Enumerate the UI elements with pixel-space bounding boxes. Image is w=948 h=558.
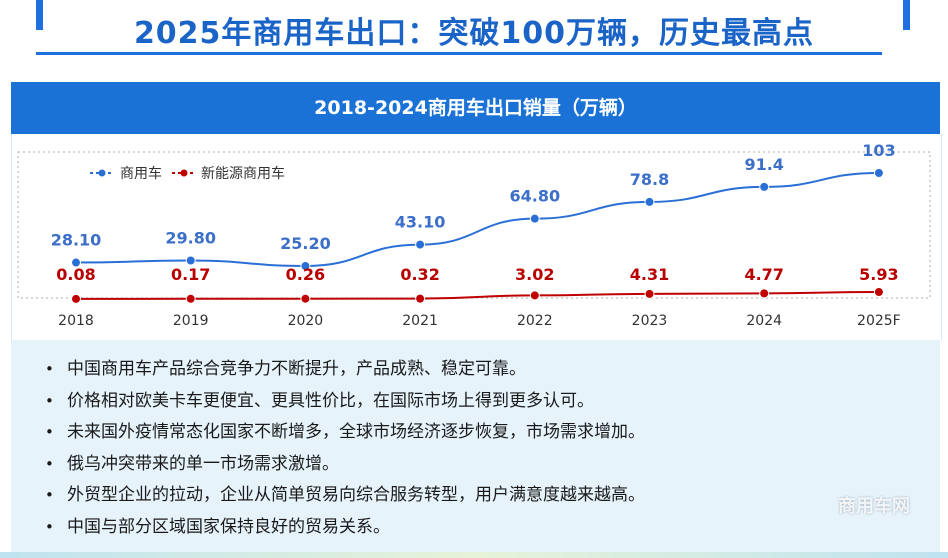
data-point	[644, 196, 655, 207]
watermark-logo: 商用车网	[838, 496, 910, 517]
data-point	[71, 257, 81, 268]
plot-frame	[17, 151, 931, 299]
data-point	[415, 293, 426, 304]
series-line-0	[75, 172, 879, 268]
chart-svg: 2018 2019 2020 2021 2022 2023 2024 2025F 28.10 29…	[17, 141, 931, 329]
bullet-item: 中国商用车产品综合竞争力不断提升，产品成熟、稳定可靠。	[45, 354, 940, 386]
x-tick-label: 2023	[632, 313, 668, 329]
x-tick-label: 2025F	[857, 313, 901, 329]
data-point	[415, 239, 426, 250]
data-label: 4.31	[630, 265, 669, 284]
data-label: 91.4	[744, 155, 783, 174]
bullet-item: 中国与部分区域国家保持良好的贸易关系。	[45, 512, 940, 544]
data-label: 78.8	[630, 170, 669, 189]
bullet-item: 未来国外疫情常态化国家不断增多，全球市场经济逐步恢复，市场需求增加。	[45, 417, 940, 449]
data-label: 0.32	[400, 265, 439, 284]
data-point	[644, 288, 655, 299]
data-point	[71, 293, 81, 304]
page-title: 2025年商用车出口：突破100万辆，历史最高点	[133, 16, 815, 51]
bottom-decoration	[0, 552, 948, 558]
bullet-list-panel: 中国商用车产品综合竞争力不断提升，产品成熟、稳定可靠。价格相对欧美卡车更便宜、更…	[11, 340, 940, 552]
legend-label-1: 商用车	[120, 165, 162, 182]
data-point	[300, 293, 311, 304]
series-line-1	[75, 291, 879, 300]
x-tick-label: 2024	[746, 313, 782, 329]
legend-label-2: 新能源商用车	[201, 165, 285, 182]
bullet-item: 价格相对欧美卡车更便宜、更具性价比，在国际市场上得到更多认可。	[45, 386, 940, 418]
x-tick-label: 2021	[402, 313, 438, 329]
data-label: 43.10	[395, 213, 446, 232]
data-label: 28.10	[51, 231, 102, 250]
title-divider	[36, 52, 882, 55]
data-point	[759, 181, 770, 192]
chart-title: 2018-2024商用车出口销量（万辆）	[11, 82, 940, 134]
data-point	[529, 290, 540, 301]
data-point	[300, 261, 311, 271]
data-point	[873, 287, 884, 297]
right-accent-bar	[903, 0, 910, 30]
bullet-item: 外贸型企业的拉动，企业从简单贸易向综合服务转型，用户满意度越来越高。	[45, 480, 940, 512]
data-label: 64.80	[509, 187, 560, 206]
left-accent-bar	[36, 0, 43, 30]
data-label: 25.20	[280, 234, 331, 253]
data-label: 0.08	[56, 265, 95, 284]
data-label: 103	[862, 141, 895, 160]
data-label: 29.80	[165, 229, 216, 248]
legend-marker-2	[180, 169, 188, 177]
x-tick-label: 2018	[58, 313, 94, 329]
data-label: 3.02	[515, 265, 554, 284]
line-chart: 2018 2019 2020 2021 2022 2023 2024 2025F 28.10 29…	[11, 134, 942, 340]
data-label: 4.77	[744, 265, 783, 284]
data-point	[185, 293, 196, 304]
x-tick-label: 2019	[173, 313, 209, 329]
bullet-list: 中国商用车产品综合竞争力不断提升，产品成熟、稳定可靠。价格相对欧美卡车更便宜、更…	[11, 340, 940, 543]
data-label: 5.93	[859, 265, 898, 284]
x-tick-label: 2020	[288, 313, 324, 329]
data-label: 0.26	[286, 265, 325, 284]
data-point	[873, 168, 884, 178]
x-tick-label: 2022	[517, 313, 553, 329]
data-point	[759, 288, 770, 299]
legend-marker-1	[98, 169, 106, 177]
data-label: 0.17	[171, 265, 210, 284]
data-point	[529, 213, 540, 224]
bullet-item: 俄乌冲突带来的单一市场需求激增。	[45, 449, 940, 481]
data-point	[185, 255, 196, 266]
